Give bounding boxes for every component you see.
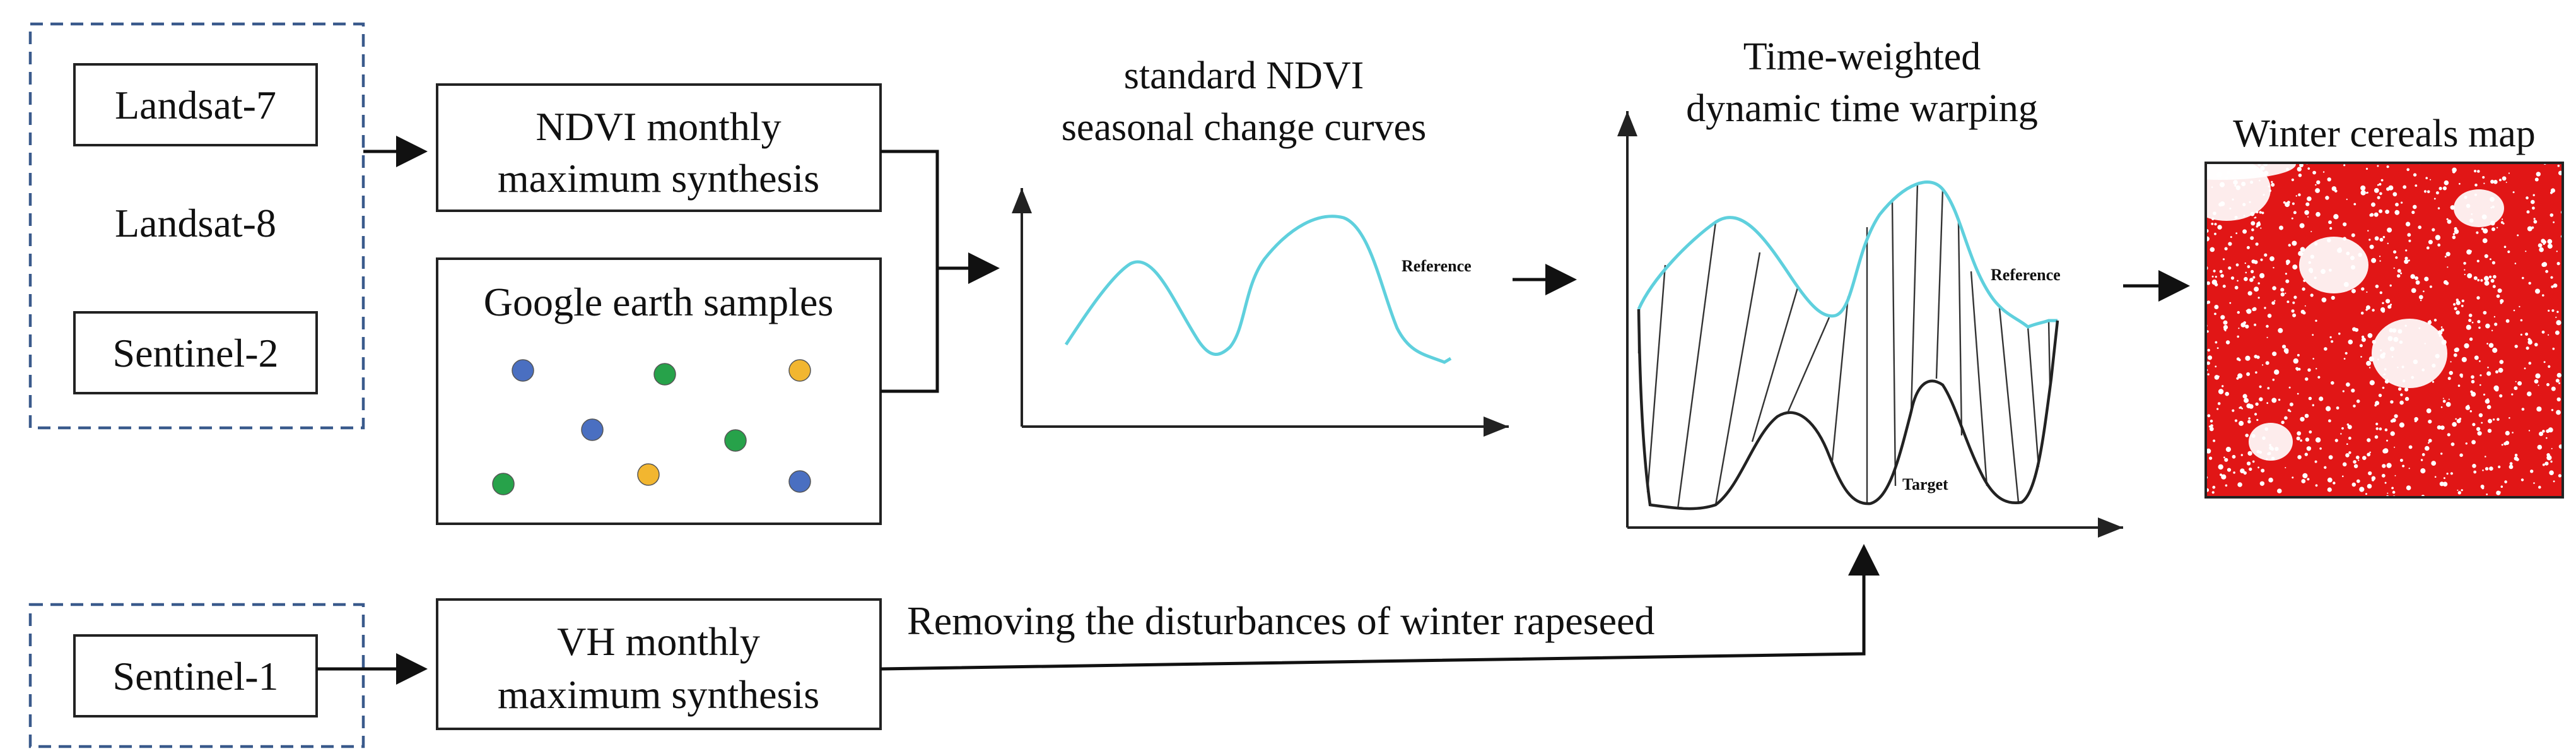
warp-line — [1751, 287, 1799, 442]
google-samples-box: Google earth samples — [436, 257, 882, 525]
curves-title-line1: standard NDVI — [1124, 54, 1364, 97]
warp-line — [1957, 221, 1963, 436]
sentinel1-box: Sentinel-1 — [73, 634, 318, 718]
warp-line — [2027, 326, 2040, 468]
warp-line — [1831, 296, 1849, 461]
vh-synthesis-line2: maximum synthesis — [498, 672, 819, 717]
warping-lines — [1637, 182, 2051, 509]
warp-line — [1646, 264, 1666, 493]
twdtw-target-label: Target — [1902, 475, 1948, 493]
warp-line — [1714, 252, 1761, 505]
landsat7-box: Landsat-7 — [73, 63, 318, 146]
ndvi-synthesis-line2: maximum synthesis — [498, 156, 819, 201]
sample-point-blue — [512, 359, 534, 382]
curves-title-line2: seasonal change curves — [1062, 106, 1426, 149]
sar-source-group — [28, 603, 365, 748]
sample-point-yellow — [637, 463, 660, 486]
sample-points — [492, 359, 811, 495]
standard-reference-curve — [1064, 215, 1452, 364]
sentinel2-label: Sentinel-2 — [112, 331, 278, 375]
merge-bracket — [881, 150, 939, 393]
sample-point-blue — [581, 418, 604, 441]
landsat7-label: Landsat-7 — [115, 83, 276, 127]
warp-line — [1910, 182, 1919, 412]
twdtw-title-line1: Time-weighted — [1743, 35, 1981, 78]
twdtw-title-line2: dynamic time warping — [1686, 87, 2038, 130]
warp-line — [1935, 189, 1944, 379]
sample-point-yellow — [788, 359, 811, 382]
twdtw-reference-curve — [1637, 180, 2058, 329]
curves-reference-label: Reference — [1402, 257, 1472, 275]
google-samples-label: Google earth samples — [484, 280, 834, 324]
removing-rapeseed-note: Removing the disturbances of winter rape… — [907, 598, 1654, 643]
twdtw-target-curve — [1637, 309, 2059, 511]
optical-sources-group — [28, 22, 365, 430]
winter-cereals-map — [2204, 162, 2564, 499]
ndvi-synthesis-line1: NDVI monthly — [536, 104, 781, 149]
vh-to-twdtw-arrow — [880, 544, 1880, 671]
warp-line — [1677, 221, 1717, 509]
sentinel2-box: Sentinel-2 — [73, 311, 318, 394]
twdtw-reference-label: Reference — [1991, 266, 2061, 284]
vh-synthesis-line1: VH monthly — [557, 619, 760, 664]
sample-point-green — [653, 363, 676, 386]
warp-line — [1891, 200, 1897, 487]
sample-point-blue — [788, 470, 811, 493]
ndvi-synthesis-box: NDVI monthly maximum synthesis — [436, 83, 882, 212]
warp-line — [1998, 307, 2020, 503]
warp-line — [1970, 271, 1988, 487]
warp-line — [2047, 320, 2051, 386]
sentinel1-label: Sentinel-1 — [112, 654, 278, 699]
landsat8-label: Landsat-8 — [115, 201, 276, 245]
map-nonfield-speckle — [2206, 163, 2563, 497]
sample-point-green — [724, 429, 747, 452]
vh-synthesis-box: VH monthly maximum synthesis — [436, 598, 882, 730]
sample-point-green — [492, 473, 515, 495]
warp-line — [1787, 317, 1830, 412]
map-title: Winter cereals map — [2233, 112, 2535, 155]
